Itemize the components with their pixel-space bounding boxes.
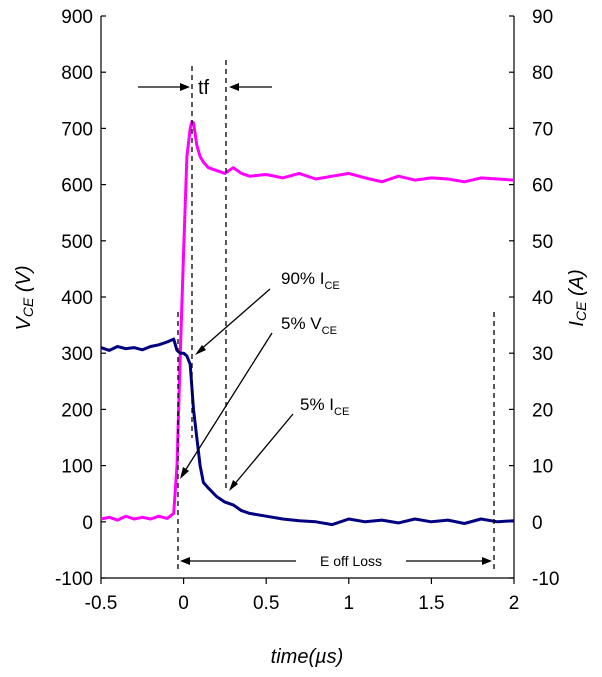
five-ice-arrow: [232, 413, 294, 487]
five-vce-label: 5% V: [281, 314, 322, 333]
eoff-annotation: E off Loss: [180, 553, 492, 569]
left-y-tick-label: 700: [61, 119, 93, 140]
tf-label: tf: [198, 77, 210, 99]
five-ice-sub: CE: [334, 406, 349, 418]
series-layer: [100, 120, 515, 527]
left-y-tick-label: -100: [55, 569, 93, 590]
y-left-title-sub: CE: [20, 297, 36, 317]
x-tick-label: 2: [509, 593, 520, 614]
marker-lines: [177, 60, 495, 572]
right-y-tick-label: 30: [532, 344, 553, 365]
left-y-tick-label: 600: [61, 176, 93, 197]
left-y-tick-label: 800: [61, 63, 93, 84]
y-right-title-sub: CE: [573, 301, 589, 321]
y-left-title-main: V: [13, 316, 35, 331]
right-y-tick-label: 60: [532, 176, 553, 197]
five-vce-arrow: [182, 332, 273, 475]
x-tick-label: 0.5: [253, 593, 279, 614]
right-y-tick-label: 0: [532, 513, 543, 534]
series-line-1: [100, 120, 515, 522]
x-tick-label: 1.5: [418, 593, 444, 614]
y-left-title-unit: (V): [13, 265, 35, 297]
right-y-tick-label: 70: [532, 119, 553, 140]
right-y-tick-label: 20: [532, 400, 553, 421]
left-y-tick-label: 300: [61, 344, 93, 365]
five-vce-annotation: 5% VCE: [180, 314, 337, 479]
ninety-ice-arrow: [198, 288, 271, 352]
tf-right-arrowhead: [229, 83, 239, 91]
five-ice-annotation: 5% ICE: [229, 395, 349, 491]
ninety-ice-sub: CE: [324, 280, 339, 292]
right-y-tick-label: -10: [532, 569, 559, 590]
eoff-right-arrowhead: [482, 557, 492, 565]
tf-left-arrowhead: [180, 83, 190, 91]
eoff-label: E off Loss: [320, 553, 382, 569]
plot-frame: [100, 16, 515, 579]
series-line-2: [100, 337, 515, 527]
y-right-title-main: I: [566, 321, 588, 327]
right-y-ticks: -10 0 10 20 30 40 50 60 70 80 90: [509, 7, 559, 590]
five-vce-sub: CE: [322, 325, 337, 337]
right-y-tick-label: 80: [532, 63, 553, 84]
x-ticks: -0.5 0 0.5 1 1.5 2: [85, 578, 520, 614]
eoff-left-arrowhead: [180, 557, 190, 565]
right-y-tick-label: 10: [532, 457, 553, 478]
y-left-axis-title: VCE (V): [13, 265, 36, 330]
right-y-tick-label: 90: [532, 7, 553, 28]
five-vce-arrowhead: [180, 467, 189, 479]
five-ice-arrowhead: [229, 480, 238, 491]
left-y-tick-label: 200: [61, 400, 93, 421]
right-y-tick-label: 40: [532, 288, 553, 309]
left-y-tick-label: 0: [82, 513, 93, 534]
svg-text:5% VCE: 5% VCE: [281, 314, 337, 337]
left-y-tick-label: 400: [61, 288, 93, 309]
left-y-tick-label: 100: [61, 457, 93, 478]
svg-text:90% ICE: 90% ICE: [281, 269, 340, 292]
ninety-ice-label: 90% I: [281, 269, 324, 288]
five-ice-label: 5% I: [300, 395, 334, 414]
left-y-tick-label: 900: [61, 7, 93, 28]
x-axis-title: time(µs): [271, 646, 344, 668]
ninety-ice-annotation: 90% ICE: [195, 269, 340, 355]
left-y-ticks: -100 0 100 200 300 400 500 600 700 800 900: [55, 7, 106, 590]
x-tick-label: -0.5: [85, 593, 118, 614]
svg-text:5% ICE: 5% ICE: [300, 395, 349, 418]
y-right-axis-title: ICE (A): [566, 269, 589, 326]
x-tick-label: 0: [178, 593, 189, 614]
tf-annotation: tf: [138, 77, 272, 99]
right-y-tick-label: 50: [532, 232, 553, 253]
x-tick-label: 1: [344, 593, 355, 614]
left-y-tick-label: 500: [61, 232, 93, 253]
y-right-title-unit: (A): [566, 269, 588, 301]
ninety-ice-arrowhead: [195, 345, 206, 355]
